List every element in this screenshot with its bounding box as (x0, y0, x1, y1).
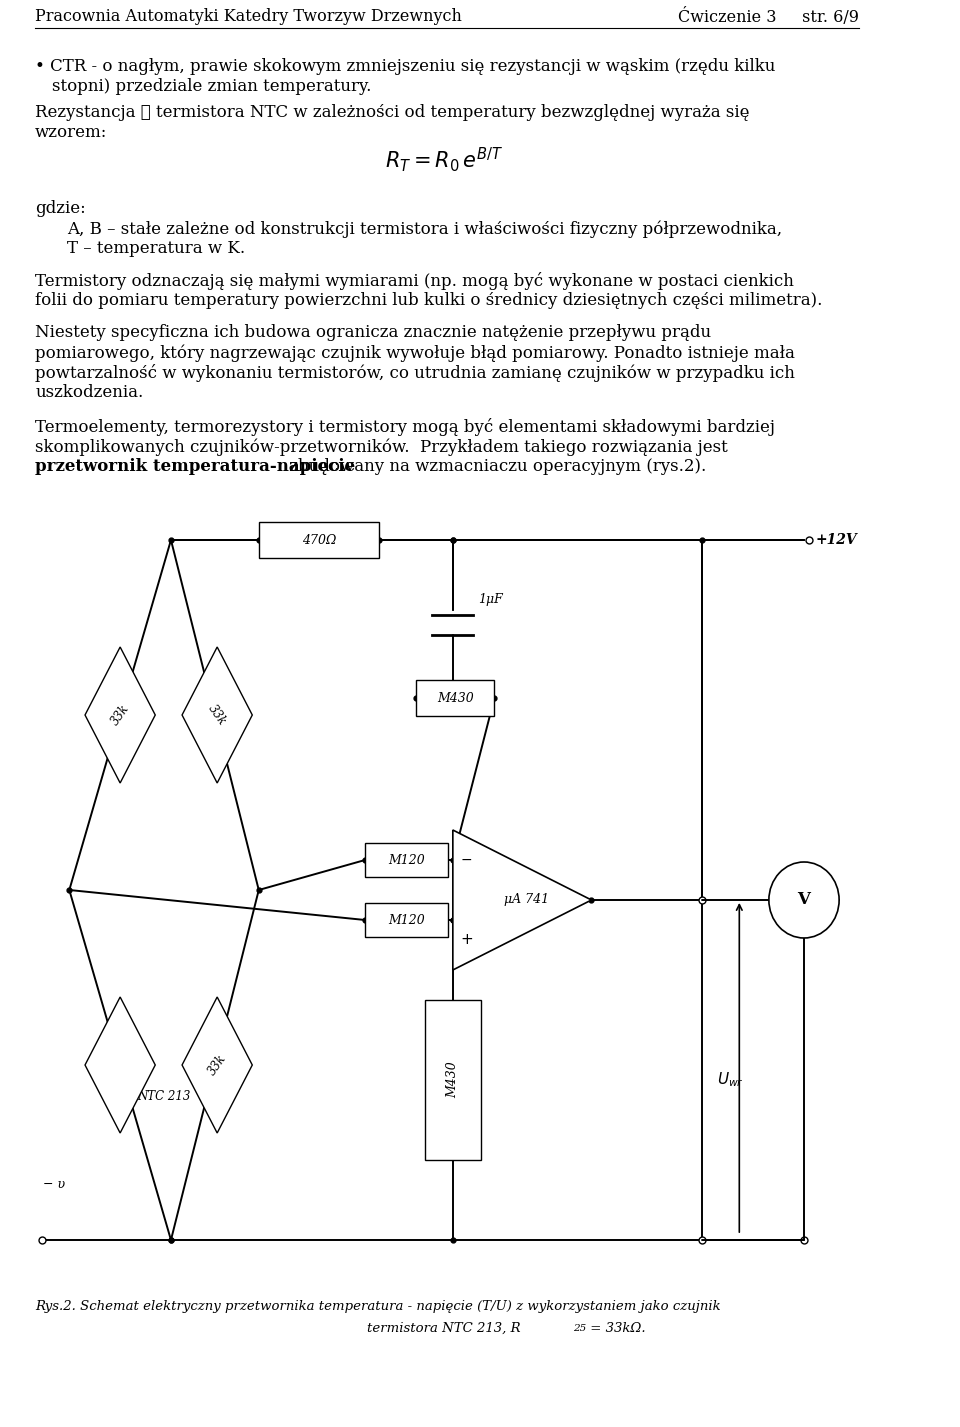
Text: 33k: 33k (108, 702, 132, 728)
Text: Ćwiczenie 3     str. 6/9: Ćwiczenie 3 str. 6/9 (679, 9, 859, 26)
Text: uszkodzenia.: uszkodzenia. (36, 384, 143, 401)
Text: = 33kΩ.: = 33kΩ. (586, 1321, 645, 1336)
Text: +12V: +12V (815, 534, 856, 547)
Text: M430: M430 (437, 692, 473, 705)
Text: NTC 213: NTC 213 (136, 1090, 190, 1103)
Text: Pracownia Automatyki Katedry Tworzyw Drzewnych: Pracownia Automatyki Katedry Tworzyw Drz… (36, 9, 462, 26)
Text: skomplikowanych czujników-przetworników.  Przykładem takiego rozwiązania jest: skomplikowanych czujników-przetworników.… (36, 438, 728, 455)
Text: Termoelementy, termorezystory i termistory mogą być elementami składowymi bardzi: Termoelementy, termorezystory i termisto… (36, 418, 775, 437)
Text: pomiarowego, który nagrzewając czujnik wywołuje błąd pomiarowy. Ponadto istnieje: pomiarowego, który nagrzewając czujnik w… (36, 344, 795, 361)
Bar (259, 522, 379, 558)
Polygon shape (182, 646, 252, 783)
Text: A, B – stałe zależne od konstrukcji termistora i właściwości fizyczny półprzewod: A, B – stałe zależne od konstrukcji term… (67, 220, 782, 237)
Text: stopni) przedziale zmian temperatury.: stopni) przedziale zmian temperatury. (52, 78, 372, 96)
Polygon shape (85, 997, 156, 1133)
Bar (365, 903, 448, 938)
Text: −: − (461, 853, 472, 868)
Text: 33k: 33k (205, 702, 228, 728)
Polygon shape (453, 831, 591, 970)
Text: 470Ω: 470Ω (301, 534, 336, 547)
Text: 33k: 33k (205, 1052, 228, 1077)
Text: 1μF: 1μF (478, 594, 502, 606)
Text: termistora NTC 213, R: termistora NTC 213, R (367, 1321, 520, 1336)
Text: wzorem:: wzorem: (36, 124, 108, 141)
Bar (425, 1000, 481, 1160)
Text: μA 741: μA 741 (504, 893, 549, 906)
Bar (416, 681, 494, 716)
Bar (365, 843, 448, 878)
Text: V: V (798, 892, 810, 909)
Text: • CTR - o nagłym, prawie skokowym zmniejszeniu się rezystancji w wąskim (rzędu k: • CTR - o nagłym, prawie skokowym zmniej… (36, 59, 776, 76)
Text: M430: M430 (446, 1062, 459, 1099)
Text: T – temperatura w K.: T – temperatura w K. (67, 240, 246, 257)
Text: przetwornik temperatura-napięcie: przetwornik temperatura-napięcie (36, 458, 355, 475)
Text: M120: M120 (388, 853, 425, 866)
Text: $U_{wr}$: $U_{wr}$ (717, 1070, 743, 1089)
Text: Termistory odznaczają się małymi wymiarami (np. mogą być wykonane w postaci cien: Termistory odznaczają się małymi wymiara… (36, 273, 794, 290)
Text: +: + (460, 932, 473, 948)
Text: folii do pomiaru temperatury powierzchni lub kulki o średnicy dziesiętnych częśc: folii do pomiaru temperatury powierzchni… (36, 293, 823, 310)
Text: zbudowany na wzmacniaczu operacyjnym (rys.2).: zbudowany na wzmacniaczu operacyjnym (ry… (284, 458, 706, 475)
Text: $R_T = R_0\,e^{B/T}$: $R_T = R_0\,e^{B/T}$ (385, 146, 503, 174)
Text: Rezystancja ℜ termistora NTC w zależności od temperatury bezwzględnej wyraża się: Rezystancja ℜ termistora NTC w zależnośc… (36, 104, 750, 121)
Text: Niestety specyficzna ich budowa ogranicza znacznie natężenie przepływu prądu: Niestety specyficzna ich budowa ogranicz… (36, 324, 711, 341)
Polygon shape (182, 997, 252, 1133)
Text: gdzie:: gdzie: (36, 200, 85, 217)
Text: M120: M120 (388, 913, 425, 926)
Text: − υ: − υ (42, 1179, 64, 1192)
Text: 25: 25 (573, 1324, 587, 1333)
Text: powtarzalność w wykonaniu termistorów, co utrudnia zamianę czujników w przypadku: powtarzalność w wykonaniu termistorów, c… (36, 364, 795, 382)
Text: Rys.2. Schemat elektryczny przetwornika temperatura - napięcie (T/U) z wykorzyst: Rys.2. Schemat elektryczny przetwornika … (36, 1300, 721, 1313)
Circle shape (769, 862, 839, 938)
Polygon shape (85, 646, 156, 783)
